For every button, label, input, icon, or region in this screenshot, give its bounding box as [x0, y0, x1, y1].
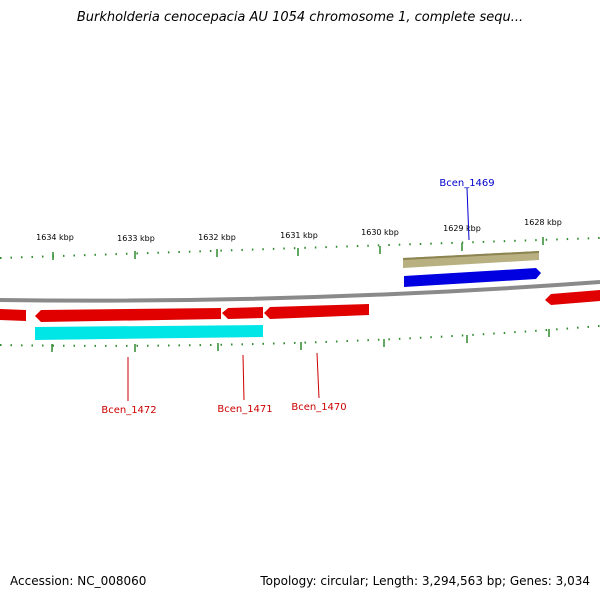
tick-label: 1631 kbp — [280, 231, 318, 240]
label-connector-bcen-1471 — [242, 354, 245, 401]
gene-label-bcen-1470[interactable]: Bcen_1470 — [291, 402, 346, 413]
backbone-line — [0, 280, 600, 303]
gene-bcen-1469[interactable] — [404, 268, 541, 287]
tick-label: 1633 kbp — [117, 234, 155, 243]
gene-bcen-1472[interactable] — [35, 308, 221, 322]
gene-label-bcen-1472[interactable]: Bcen_1472 — [101, 405, 156, 416]
tick-label: 1629 kbp — [443, 224, 481, 233]
gene-label-bcen-1471[interactable]: Bcen_1471 — [217, 404, 272, 415]
accession-text: Accession: NC_008060 — [10, 574, 147, 588]
tick-label: 1634 kbp — [36, 233, 74, 242]
label-connector-bcen-1469 — [466, 187, 470, 241]
lower-minor-ticks — [0, 325, 600, 347]
label-connector-bcen-1470 — [316, 352, 320, 399]
tick-label: 1628 kbp — [524, 218, 562, 227]
gene-partial-left[interactable] — [0, 309, 26, 321]
lower-tick-track — [0, 325, 600, 352]
tick-label: 1630 kbp — [361, 228, 399, 237]
gene-bcen-1471[interactable] — [222, 307, 263, 319]
cds-forward-feature[interactable] — [403, 251, 539, 268]
gene-bcen-1470[interactable] — [264, 304, 369, 319]
cds-forward-shade — [403, 251, 539, 260]
gene-partial-right[interactable] — [545, 290, 600, 305]
cds-reverse-feature[interactable] — [35, 325, 263, 340]
upper-minor-ticks — [0, 237, 600, 259]
upper-tick-track — [0, 237, 600, 260]
genome-summary-text: Topology: circular; Length: 3,294,563 bp… — [260, 574, 590, 588]
gene-label-bcen-1469[interactable]: Bcen_1469 — [439, 178, 494, 189]
tick-label: 1632 kbp — [198, 233, 236, 242]
map-title: Burkholderia cenocepacia AU 1054 chromos… — [76, 10, 524, 25]
scale-labels: 1634 kbp 1633 kbp 1632 kbp 1631 kbp 1630… — [36, 218, 562, 243]
